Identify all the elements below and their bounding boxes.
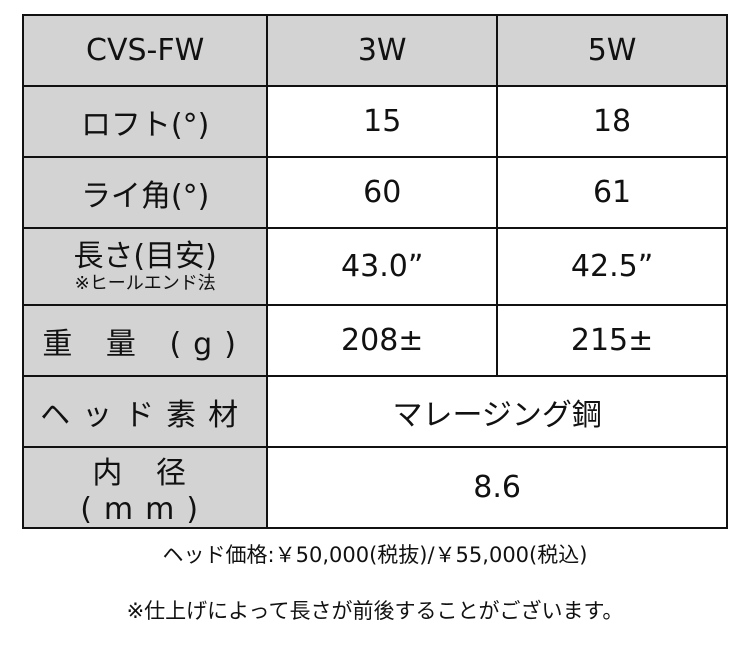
table-row: ロフト(°) 15 18 <box>21 85 728 158</box>
table-row: ヘッド素材 マレージング鋼 <box>21 375 728 448</box>
cell-value: 208± <box>266 304 499 377</box>
length-sublabel: ※ヒールエンド法 <box>74 272 216 294</box>
column-header-3w: 3W <box>266 14 499 87</box>
row-label-inner-diameter: 内 径 (mm) <box>21 446 269 529</box>
table-header-row: CVS-FW 3W 5W <box>21 14 728 87</box>
row-label-loft: ロフト(°) <box>21 85 269 158</box>
cell-value: 43.0” <box>266 227 499 306</box>
cell-value: マレージング鋼 <box>266 375 728 448</box>
cell-value: 61 <box>496 156 728 229</box>
row-label-lie: ライ角(°) <box>21 156 269 229</box>
row-label-length: 長さ(目安) ※ヒールエンド法 <box>21 227 269 306</box>
table-row: ライ角(°) 60 61 <box>21 156 728 229</box>
cell-value: 215± <box>496 304 728 377</box>
price-note: ヘッド価格:￥50,000(税抜)/￥55,000(税込) <box>162 543 588 567</box>
table-row: 重 量 (g) 208± 215± <box>21 304 728 377</box>
cell-value: 18 <box>496 85 728 158</box>
column-header-5w: 5W <box>496 14 728 87</box>
cell-value: 8.6 <box>266 446 728 529</box>
row-label-head-material: ヘッド素材 <box>21 375 269 448</box>
cell-value: 42.5” <box>496 227 728 306</box>
cell-value: 15 <box>266 85 499 158</box>
table-row: 長さ(目安) ※ヒールエンド法 43.0” 42.5” <box>21 227 728 306</box>
disclaimer-note: ※仕上げによって長さが前後することがございます。 <box>126 599 624 623</box>
length-label: 長さ(目安) <box>73 238 217 274</box>
spec-table: CVS-FW 3W 5W ロフト(°) 15 18 ライ角(°) 60 61 長… <box>21 14 728 529</box>
cell-value: 60 <box>266 156 499 229</box>
model-name: CVS-FW <box>21 14 269 87</box>
row-label-weight: 重 量 (g) <box>21 304 269 377</box>
table-row: 内 径 (mm) 8.6 <box>21 446 728 529</box>
